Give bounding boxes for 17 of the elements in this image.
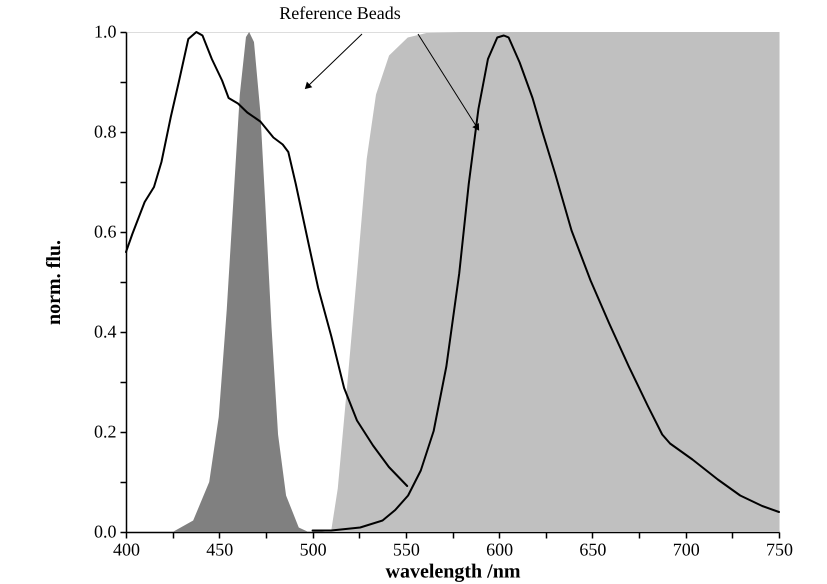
x-tick-label: 400 bbox=[113, 540, 140, 560]
x-tick-label: 550 bbox=[392, 540, 420, 560]
annotation: Reference Beads bbox=[279, 3, 401, 23]
x-tick-label: 600 bbox=[486, 540, 514, 560]
x-axis-title: wavelength /nm bbox=[386, 560, 521, 582]
x-tick-label: 750 bbox=[766, 540, 793, 560]
y-tick-label: 0.6 bbox=[94, 222, 116, 242]
y-tick-label: 1.0 bbox=[94, 22, 116, 42]
x-tick-label: 500 bbox=[300, 540, 327, 560]
y-tick-label: 0.8 bbox=[94, 122, 116, 142]
y-tick-label: 0.0 bbox=[94, 522, 116, 542]
y-tick-label: 0.4 bbox=[94, 322, 116, 342]
x-tick-label: 700 bbox=[672, 540, 700, 560]
x-tick-label: 450 bbox=[206, 540, 234, 560]
x-tick-label: 650 bbox=[579, 540, 606, 560]
y-tick-label: 0.2 bbox=[94, 422, 116, 442]
y-axis-title: norm. flu. bbox=[43, 240, 65, 325]
